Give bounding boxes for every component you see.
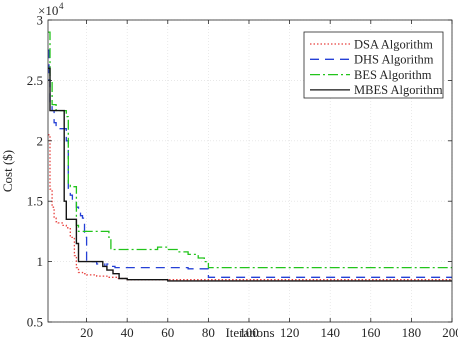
legend-entry-4: MBES Algorithm <box>354 83 443 97</box>
x-tick-label: 60 <box>161 325 174 340</box>
legend-entry-1: DSA Algorithm <box>354 37 433 51</box>
axis-ticks: 20 40 60 80 100 120 140 160 180 200 0.5 1 1.5 2 2.5 3 <box>27 13 458 340</box>
legend-box <box>303 31 444 99</box>
x-tick-label: 20 <box>80 325 93 340</box>
series-lines <box>48 31 452 282</box>
x-tick-label: 180 <box>402 325 422 340</box>
x-axis-label: Iterations <box>225 325 274 340</box>
series-line-4 <box>48 67 452 282</box>
x-tick-label: 120 <box>280 325 300 340</box>
y-tick-label: 3 <box>37 13 44 28</box>
series-line-3 <box>48 31 452 271</box>
y-tick-label: 0.5 <box>27 315 43 330</box>
y-multiplier-exponent: 4 <box>59 1 64 11</box>
x-tick-label: 140 <box>320 325 340 340</box>
legend-entry-2: DHS Algorithm <box>354 53 434 67</box>
plot-frame <box>47 19 453 323</box>
y-multiplier-label: ×10 <box>38 3 58 18</box>
x-tick-label: 40 <box>121 325 134 340</box>
y-tick-label: 1 <box>37 254 44 269</box>
x-tick-label: 200 <box>442 325 458 340</box>
x-tick-label: 160 <box>361 325 381 340</box>
y-axis-label: Cost ($) <box>0 150 15 192</box>
y-tick-label: 2.5 <box>27 73 43 88</box>
x-tick-label: 80 <box>202 325 215 340</box>
y-tick-label: 1.5 <box>27 194 43 209</box>
x-tick-label: 100 <box>239 325 259 340</box>
legend-entry-3: BES Algorithm <box>354 68 432 82</box>
y-tick-label: 2 <box>37 133 44 148</box>
series-line-2 <box>48 49 452 278</box>
